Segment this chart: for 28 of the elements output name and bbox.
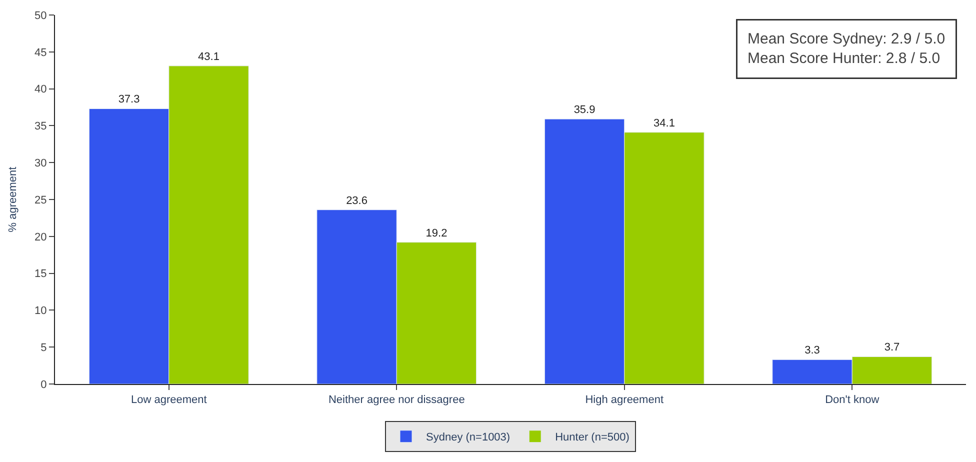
y-tick-label: 30 xyxy=(34,157,47,170)
annotation: Mean Score Hunter: 2.8 / 5.0 xyxy=(748,50,940,67)
data-label: 35.9 xyxy=(574,104,596,116)
y-tick-label: 50 xyxy=(34,10,47,22)
y-tick-label: 35 xyxy=(34,120,47,133)
y-tick-label: 5 xyxy=(40,342,47,354)
x-tick-label: Low agreement xyxy=(130,394,207,406)
y-tick-label: 25 xyxy=(34,194,47,206)
data-label: 34.1 xyxy=(654,117,675,130)
data-label: 37.3 xyxy=(118,94,140,106)
data-label: 3.7 xyxy=(884,342,900,354)
y-tick-label: 10 xyxy=(34,305,47,318)
y-tick-label: 45 xyxy=(34,46,47,59)
x-tick-label: Neither agree nor dissagree xyxy=(328,394,465,406)
data-label: 23.6 xyxy=(346,194,368,207)
y-tick-label: 20 xyxy=(34,231,47,244)
y-tick-label: 0 xyxy=(40,378,47,391)
x-tick-label: Don't know xyxy=(825,394,880,406)
data-label: 43.1 xyxy=(198,50,220,63)
x-tick-label: High agreement xyxy=(585,394,664,406)
data-label: 3.3 xyxy=(804,344,820,357)
y-axis-title: % agreement xyxy=(7,166,20,232)
y-tick-label: 15 xyxy=(34,268,47,280)
data-label: 19.2 xyxy=(426,227,448,240)
annotation: Mean Score Sydney: 2.9 / 5.0 xyxy=(748,30,946,48)
legend-label: Sydney (n=1003) xyxy=(426,432,510,444)
y-tick-label: 40 xyxy=(34,84,47,96)
legend-label: Hunter (n=500) xyxy=(555,432,630,444)
